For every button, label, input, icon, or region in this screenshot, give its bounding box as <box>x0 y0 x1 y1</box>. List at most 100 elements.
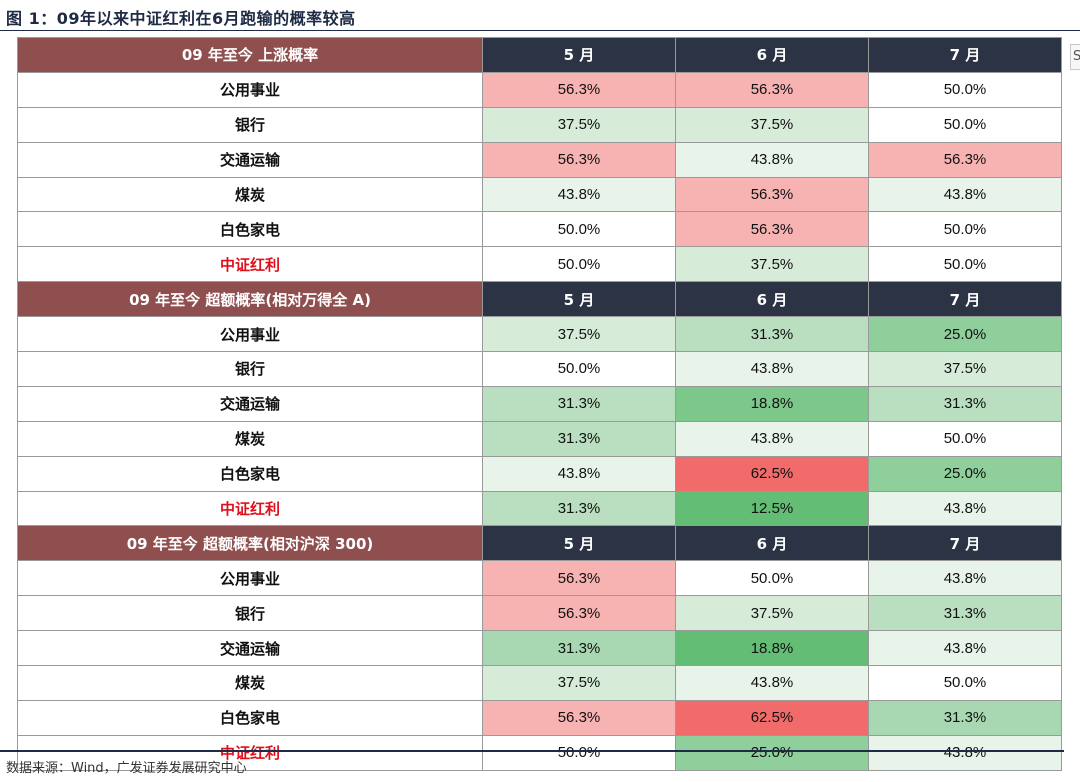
probability-cell: 50.0% <box>868 71 1062 108</box>
probability-cell: 50.0% <box>482 246 676 283</box>
month-header: 6 月 <box>675 525 869 562</box>
table-row: 交通运输 31.3% 18.8% 43.8% <box>17 630 1062 667</box>
table-row: 中证红利 50.0% 25.0% 43.8% <box>17 734 1062 771</box>
probability-cell: 56.3% <box>482 71 676 108</box>
probability-cell: 50.0% <box>482 734 676 771</box>
probability-cell: 50.0% <box>868 246 1062 283</box>
table-row: 白色家电 50.0% 56.3% 50.0% <box>17 211 1062 248</box>
probability-cell: 56.3% <box>675 71 869 108</box>
probability-cell: 31.3% <box>868 699 1062 736</box>
probability-cell: 56.3% <box>868 141 1062 178</box>
sector-label: 公用事业 <box>17 316 483 353</box>
probability-cell: 43.8% <box>868 560 1062 597</box>
table-row: 煤炭 43.8% 56.3% 43.8% <box>17 176 1062 213</box>
sector-label: 公用事业 <box>17 560 483 597</box>
probability-cell: 37.5% <box>675 106 869 143</box>
month-header: 7 月 <box>868 37 1062 73</box>
title-divider <box>0 30 1080 31</box>
probability-cell: 37.5% <box>868 351 1062 387</box>
table-row: 银行 56.3% 37.5% 31.3% <box>17 595 1062 632</box>
probability-cell: 50.0% <box>482 351 676 387</box>
table-row: 公用事业 37.5% 31.3% 25.0% <box>17 316 1062 353</box>
probability-cell: 37.5% <box>675 246 869 283</box>
probability-cell: 25.0% <box>675 734 869 771</box>
source-note: 数据来源：Wind，广发证券发展研究中心 <box>6 761 247 776</box>
probability-cell: 31.3% <box>482 420 676 457</box>
sector-label: 公用事业 <box>17 71 483 108</box>
probability-cell: 31.3% <box>482 490 676 527</box>
edge-marker: S <box>1070 44 1080 70</box>
table-row: 交通运输 56.3% 43.8% 56.3% <box>17 141 1062 178</box>
probability-cell: 31.3% <box>675 316 869 353</box>
table-row: 公用事业 56.3% 56.3% 50.0% <box>17 71 1062 108</box>
sector-label: 中证红利 <box>17 734 483 771</box>
probability-cell: 31.3% <box>482 630 676 667</box>
table-row: 公用事业 56.3% 50.0% 43.8% <box>17 560 1062 597</box>
probability-cell: 37.5% <box>482 316 676 353</box>
table-row: 白色家电 56.3% 62.5% 31.3% <box>17 699 1062 736</box>
section-title: 09 年至今 超额概率(相对万得全 A) <box>17 281 483 318</box>
table-row: 中证红利 31.3% 12.5% 43.8% <box>17 490 1062 527</box>
probability-cell: 43.8% <box>868 490 1062 527</box>
probability-cell: 50.0% <box>482 211 676 248</box>
probability-cell: 37.5% <box>482 106 676 143</box>
month-header: 5 月 <box>482 525 676 562</box>
table-row: 煤炭 37.5% 43.8% 50.0% <box>17 665 1062 701</box>
probability-cell: 25.0% <box>868 455 1062 492</box>
table-row: 中证红利 50.0% 37.5% 50.0% <box>17 246 1062 283</box>
probability-cell: 56.3% <box>482 699 676 736</box>
probability-cell: 56.3% <box>675 176 869 213</box>
probability-cell: 56.3% <box>482 560 676 597</box>
sector-label: 白色家电 <box>17 211 483 248</box>
probability-cell: 43.8% <box>482 176 676 213</box>
sector-label: 白色家电 <box>17 455 483 492</box>
probability-cell: 31.3% <box>868 595 1062 632</box>
table-row: 银行 50.0% 43.8% 37.5% <box>17 351 1062 387</box>
probability-cell: 43.8% <box>868 176 1062 213</box>
sector-label: 银行 <box>17 351 483 387</box>
section-title: 09 年至今 超额概率(相对沪深 300) <box>17 525 483 562</box>
footer-divider <box>0 750 1064 752</box>
month-header: 6 月 <box>675 281 869 318</box>
sector-label: 中证红利 <box>17 246 483 283</box>
probability-cell: 50.0% <box>868 211 1062 248</box>
sector-label: 煤炭 <box>17 176 483 213</box>
probability-cell: 56.3% <box>482 141 676 178</box>
probability-cell: 43.8% <box>675 665 869 701</box>
sector-label: 中证红利 <box>17 490 483 527</box>
probability-cell: 43.8% <box>868 630 1062 667</box>
sector-label: 交通运输 <box>17 141 483 178</box>
probability-cell: 50.0% <box>868 665 1062 701</box>
probability-cell: 43.8% <box>675 351 869 387</box>
sector-label: 白色家电 <box>17 699 483 736</box>
sector-label: 交通运输 <box>17 630 483 667</box>
probability-cell: 43.8% <box>868 734 1062 771</box>
probability-cell: 18.8% <box>675 385 869 422</box>
probability-cell: 50.0% <box>868 106 1062 143</box>
probability-cell: 56.3% <box>675 211 869 248</box>
probability-cell: 50.0% <box>868 420 1062 457</box>
probability-cell: 37.5% <box>482 665 676 701</box>
month-header: 7 月 <box>868 281 1062 318</box>
sector-label: 银行 <box>17 595 483 632</box>
sector-label: 煤炭 <box>17 665 483 701</box>
figure-title: 图 1：09年以来中证红利在6月跑输的概率较高 <box>6 9 356 28</box>
section-title: 09 年至今 上涨概率 <box>17 37 483 73</box>
probability-cell: 31.3% <box>482 385 676 422</box>
sector-label: 交通运输 <box>17 385 483 422</box>
probability-cell: 62.5% <box>675 699 869 736</box>
month-header: 7 月 <box>868 525 1062 562</box>
probability-cell: 25.0% <box>868 316 1062 353</box>
probability-cell: 56.3% <box>482 595 676 632</box>
sector-label: 煤炭 <box>17 420 483 457</box>
probability-cell: 43.8% <box>482 455 676 492</box>
month-header: 6 月 <box>675 37 869 73</box>
probability-cell: 62.5% <box>675 455 869 492</box>
table-row: 银行 37.5% 37.5% 50.0% <box>17 106 1062 143</box>
table-row: 交通运输 31.3% 18.8% 31.3% <box>17 385 1062 422</box>
